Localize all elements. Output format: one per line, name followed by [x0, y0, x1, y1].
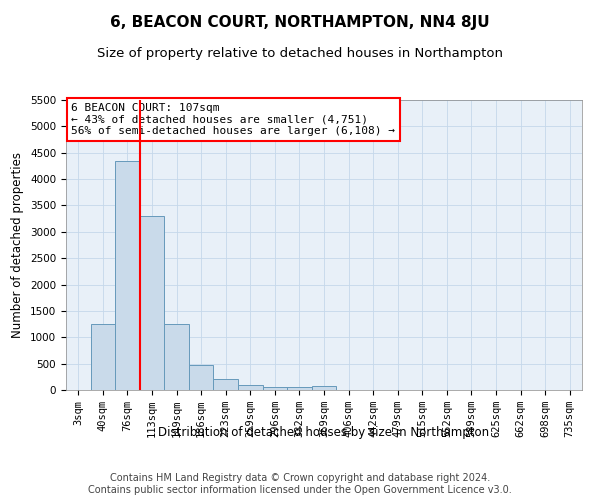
- Bar: [91, 324, 115, 390]
- Text: Distribution of detached houses by size in Northampton: Distribution of detached houses by size …: [158, 426, 490, 439]
- Bar: [263, 387, 287, 390]
- Bar: [115, 160, 140, 390]
- Bar: [164, 324, 189, 390]
- Text: 6, BEACON COURT, NORTHAMPTON, NN4 8JU: 6, BEACON COURT, NORTHAMPTON, NN4 8JU: [110, 15, 490, 30]
- Text: 6 BEACON COURT: 107sqm
← 43% of detached houses are smaller (4,751)
56% of semi-: 6 BEACON COURT: 107sqm ← 43% of detached…: [71, 103, 395, 136]
- Bar: [238, 386, 263, 390]
- Bar: [214, 379, 238, 390]
- Text: Size of property relative to detached houses in Northampton: Size of property relative to detached ho…: [97, 48, 503, 60]
- Bar: [140, 216, 164, 390]
- Bar: [312, 386, 336, 390]
- Y-axis label: Number of detached properties: Number of detached properties: [11, 152, 25, 338]
- Text: Contains HM Land Registry data © Crown copyright and database right 2024.
Contai: Contains HM Land Registry data © Crown c…: [88, 474, 512, 495]
- Bar: [287, 388, 312, 390]
- Bar: [189, 364, 214, 390]
